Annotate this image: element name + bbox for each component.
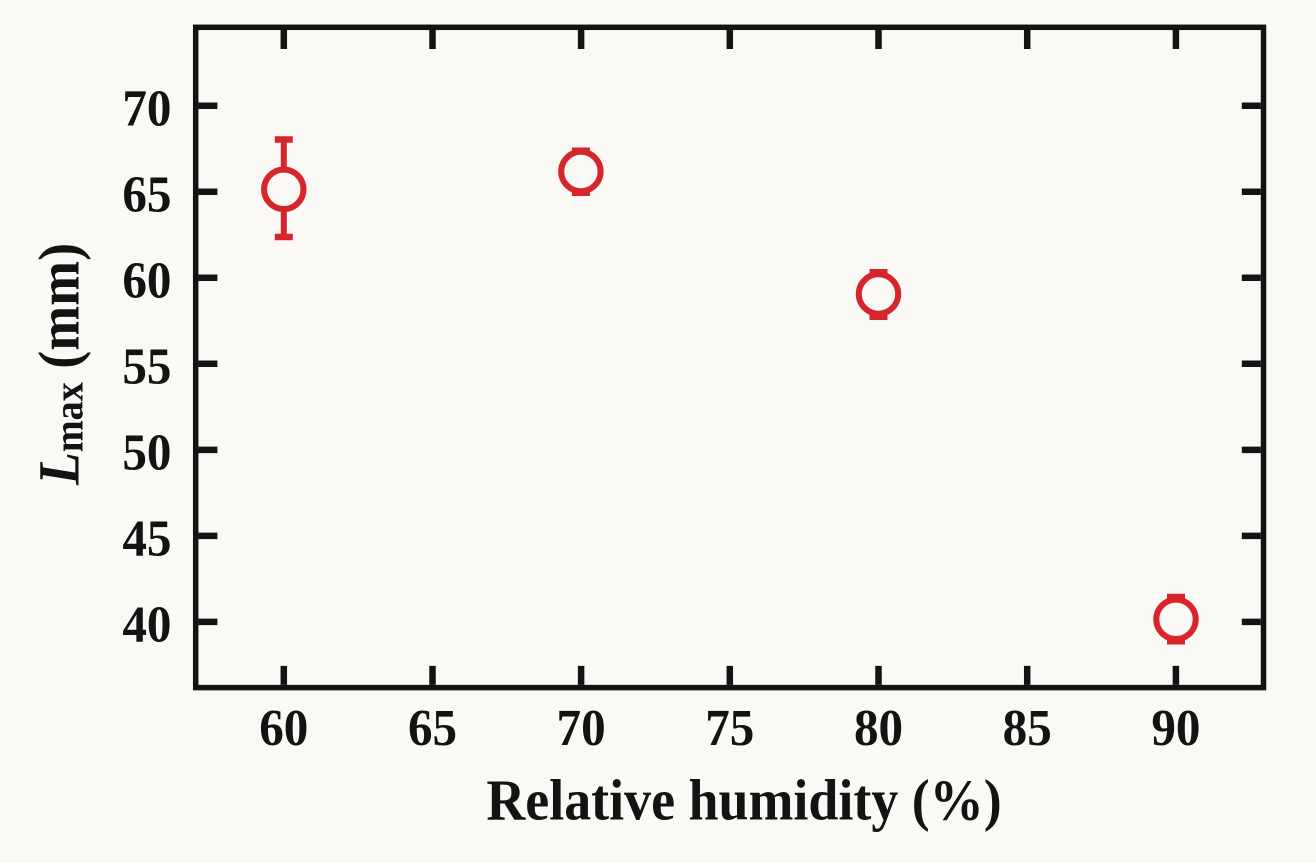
svg-text:60: 60 <box>259 699 308 757</box>
svg-text:70: 70 <box>557 699 606 757</box>
svg-text:80: 80 <box>854 699 903 757</box>
svg-text:Relative humidity (%): Relative humidity (%) <box>486 769 1001 833</box>
svg-text:70: 70 <box>122 79 171 137</box>
svg-text:60: 60 <box>122 251 171 309</box>
svg-text:40: 40 <box>122 595 171 653</box>
svg-text:65: 65 <box>122 165 171 223</box>
svg-text:65: 65 <box>408 699 457 757</box>
svg-text:Lmax (mm): Lmax (mm) <box>28 243 92 486</box>
svg-text:75: 75 <box>705 699 754 757</box>
svg-text:50: 50 <box>122 423 171 481</box>
svg-text:45: 45 <box>122 509 171 567</box>
svg-text:85: 85 <box>1003 699 1052 757</box>
svg-text:90: 90 <box>1151 699 1200 757</box>
svg-text:55: 55 <box>122 337 171 395</box>
